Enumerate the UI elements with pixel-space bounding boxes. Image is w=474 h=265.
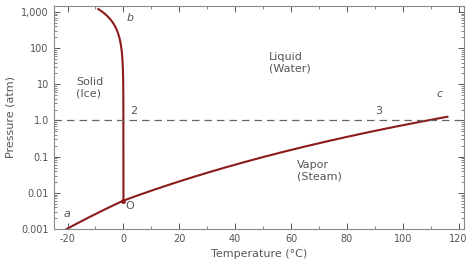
X-axis label: Temperature (°C): Temperature (°C) (211, 249, 307, 259)
Y-axis label: Pressure (atm): Pressure (atm) (6, 76, 16, 158)
Text: 3: 3 (375, 106, 382, 116)
Text: Liquid
(Water): Liquid (Water) (269, 52, 310, 73)
Text: a: a (64, 209, 70, 219)
Text: c: c (436, 89, 442, 99)
Text: 2: 2 (130, 106, 137, 116)
Text: b: b (127, 13, 134, 23)
Text: Vapor
(Steam): Vapor (Steam) (297, 160, 341, 182)
Text: O: O (126, 201, 135, 211)
Text: Solid
(Ice): Solid (Ice) (76, 77, 103, 99)
